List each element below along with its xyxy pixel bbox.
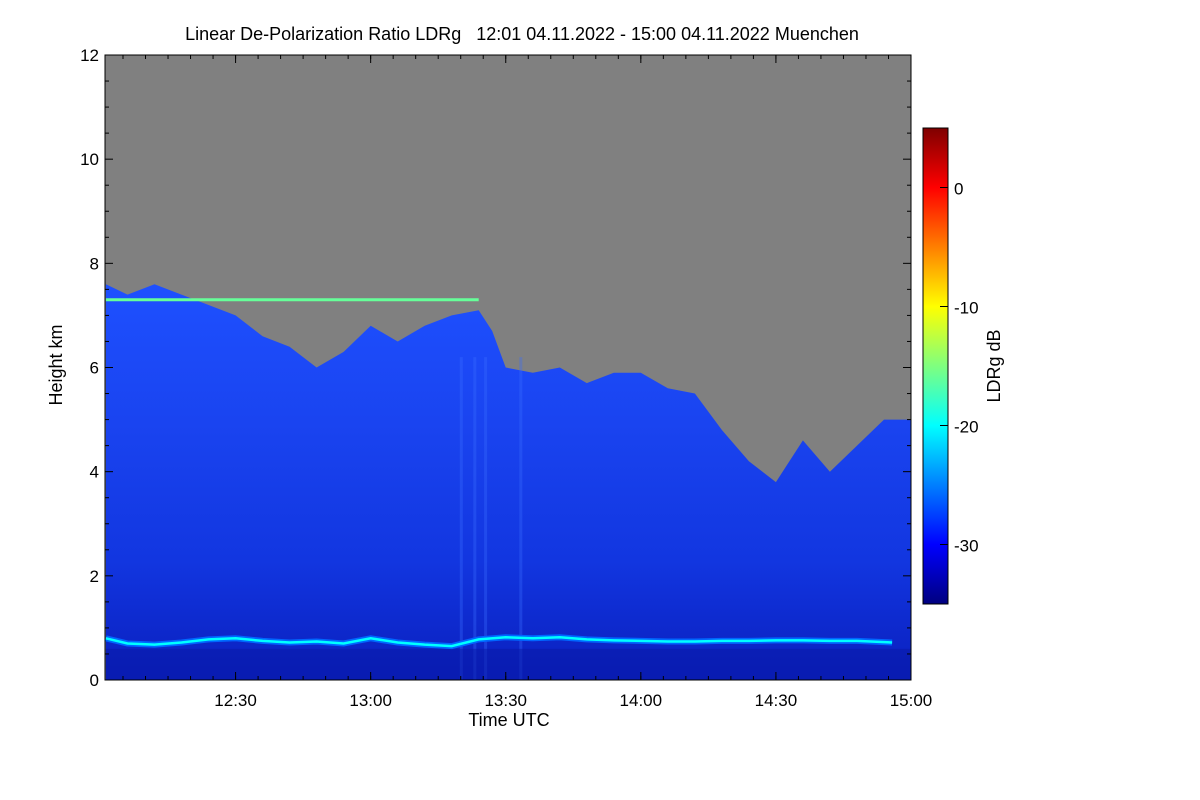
y-tick-label: 8 — [90, 254, 99, 273]
cloud-field — [105, 284, 911, 680]
colorbar-tick-label: -20 — [954, 418, 979, 437]
plot-area — [105, 55, 911, 680]
x-tick-label: 13:00 — [349, 691, 392, 710]
chart-title: Linear De-Polarization Ratio LDRg 12:01 … — [185, 24, 859, 44]
y-tick-label: 6 — [90, 359, 99, 378]
x-tick-label: 12:30 — [214, 691, 257, 710]
streak — [484, 357, 488, 680]
y-tick-label: 2 — [90, 567, 99, 586]
lower-layer-band — [105, 648, 911, 680]
x-axis-label: Time UTC — [468, 710, 549, 730]
colorbar-tick-label: 0 — [954, 180, 963, 199]
colorbar-tick-label: -30 — [954, 537, 979, 556]
y-axis-label: Height km — [46, 324, 66, 405]
y-tick-label: 12 — [80, 46, 99, 65]
colorbar-label: LDRg dB — [984, 329, 1004, 402]
y-tick-label: 10 — [80, 150, 99, 169]
y-tick-label: 0 — [90, 671, 99, 690]
colorbar-ticks: 0 -10 -20 -30 — [940, 180, 979, 556]
streak — [519, 357, 523, 680]
colorbar — [922, 127, 949, 605]
x-axis: 12:30 13:00 13:30 14:00 14:30 15:00 — [122, 55, 933, 710]
x-tick-label: 14:30 — [755, 691, 798, 710]
colorbar-tick-label: -10 — [954, 299, 979, 318]
x-tick-label: 14:00 — [620, 691, 663, 710]
boundary-layer-core — [105, 636, 893, 648]
streak — [473, 357, 477, 680]
streak — [459, 357, 463, 680]
x-tick-label: 15:00 — [890, 691, 933, 710]
vertical-streaks — [459, 357, 523, 680]
x-tick-label: 13:30 — [484, 691, 527, 710]
y-axis: 0 2 4 6 8 10 12 — [80, 46, 911, 690]
y-tick-label: 4 — [90, 463, 99, 482]
